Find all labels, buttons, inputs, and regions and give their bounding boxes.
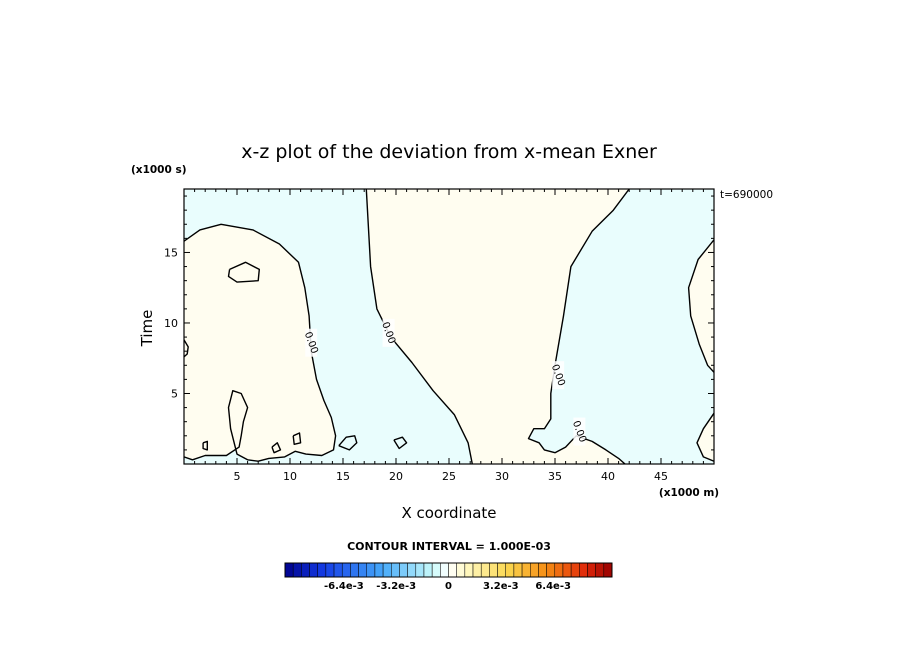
colorbar-cell: [382, 562, 392, 578]
zero-contour-line: [184, 339, 189, 358]
zero-contour-line: [292, 432, 302, 445]
axis-ticks: 5 10 15 20 25 30 35 40 45 5 10 15: [164, 189, 715, 483]
contour-labels: 0.00 0.000.000.00: [302, 318, 588, 446]
colorbar-cell: [464, 562, 474, 578]
contour-label-background: [573, 417, 586, 446]
colorbar-cell: [325, 562, 335, 578]
zero-contour-line: [184, 223, 337, 462]
y-tick-label: 10: [164, 317, 178, 330]
zero-contour-line: [687, 239, 714, 373]
x-axis-label: X coordinate: [401, 504, 496, 522]
x-tick-label: 45: [654, 470, 668, 483]
positive-region-right-lower: [697, 413, 714, 462]
colorbar-cell: [505, 562, 515, 578]
x-tick-label: 5: [234, 470, 241, 483]
zero-contour-line: [271, 442, 282, 454]
zero-contour-line: [227, 261, 260, 283]
y-tick-label: 5: [171, 387, 178, 400]
colorbar-tick-label: 6.4e-3: [535, 581, 571, 592]
colorbar-cell: [366, 562, 376, 578]
colorbar-cell: [292, 562, 302, 578]
plot-area: 0.00 0.000.000.00 5 10 15 20 25 30 35 40 45 5 10 15: [164, 188, 715, 483]
colorbar-cell: [374, 562, 384, 578]
colorbar-cell: [399, 562, 408, 578]
positive-region-left: [184, 224, 336, 462]
colorbar-cell: [284, 562, 294, 578]
colorbar-tick-label: -6.4e-3: [324, 581, 364, 592]
zero-contour-line: [365, 189, 473, 464]
colorbar-cell: [603, 562, 613, 578]
contour-label-background: [382, 318, 395, 347]
colorbar-cell: [497, 562, 506, 578]
colorbar-cell: [521, 562, 531, 578]
x-unit-label: (x1000 m): [659, 487, 719, 499]
colorbar-cell: [562, 562, 572, 578]
zero-contour-line: [202, 440, 208, 451]
colorbar-cell: [309, 562, 318, 578]
zero-contour-line: [393, 436, 408, 450]
colorbar-cell: [341, 562, 351, 578]
colorbar-tick-label: -3.2e-3: [376, 581, 416, 592]
zero-contour-line: [527, 189, 630, 464]
x-tick-label: 40: [601, 470, 615, 483]
colorbar-cell: [333, 562, 343, 578]
colorbar-cell: [448, 562, 457, 578]
colorbar-cell: [456, 562, 466, 578]
colorbar-cell: [472, 562, 482, 578]
chart-title: x-z plot of the deviation from x-mean Ex…: [241, 141, 657, 163]
colorbar-cell: [431, 562, 441, 578]
colorbar-tick-label: 0: [445, 581, 452, 592]
contour-label-background: [305, 328, 318, 357]
y-tick-label: 15: [164, 246, 178, 259]
x-tick-label: 35: [548, 470, 562, 483]
colorbar-cell: [530, 562, 539, 578]
colorbar-cell: [350, 562, 359, 578]
colorbar-cell: [579, 562, 588, 578]
colorbar-cell: [587, 562, 596, 578]
x-tick-label: 20: [389, 470, 403, 483]
colorbar-cell: [423, 562, 433, 578]
colorbar-cell: [440, 562, 449, 578]
colorbar-cell: [595, 562, 605, 578]
zero-contours: [184, 189, 714, 464]
contour-label-background: [552, 361, 565, 390]
y-unit-label: (x1000 s): [131, 164, 187, 176]
colorbar-cell: [391, 562, 400, 578]
contour-interval-text: CONTOUR INTERVAL = 1.000E-03: [347, 540, 551, 553]
colorbar-cell: [489, 562, 498, 578]
zero-contour-line: [338, 435, 358, 451]
colorbar-cell: [546, 562, 556, 578]
time-stamp: t=690000: [720, 189, 773, 201]
colorbar-tick-labels: -6.4e-3 -3.2e-3 0 3.2e-3 6.4e-3: [324, 581, 571, 592]
colorbar-cell: [301, 562, 310, 578]
colorbar-cell: [415, 562, 425, 578]
x-tick-label: 25: [442, 470, 456, 483]
colorbar-tick-label: 3.2e-3: [483, 581, 519, 592]
colorbar-frame: [284, 562, 613, 578]
colorbar-cell: [407, 562, 417, 578]
colorbar-cell: [570, 562, 580, 578]
x-tick-label: 30: [495, 470, 509, 483]
positive-region-blob: [293, 433, 301, 445]
colorbar-cell: [358, 562, 368, 578]
positive-region-center: [184, 189, 630, 464]
x-tick-label: 10: [283, 470, 297, 483]
positive-region-right-upper: [688, 239, 714, 373]
colorbar-cell: [538, 562, 547, 578]
colorbar: [284, 562, 613, 578]
y-axis-label: Time: [138, 310, 156, 348]
colorbar-cell: [317, 562, 327, 578]
colorbar-cell: [513, 562, 523, 578]
colorbar-cell: [554, 562, 564, 578]
colorbar-cell: [480, 562, 490, 578]
x-tick-label: 15: [336, 470, 350, 483]
zero-contour-line: [696, 412, 714, 462]
